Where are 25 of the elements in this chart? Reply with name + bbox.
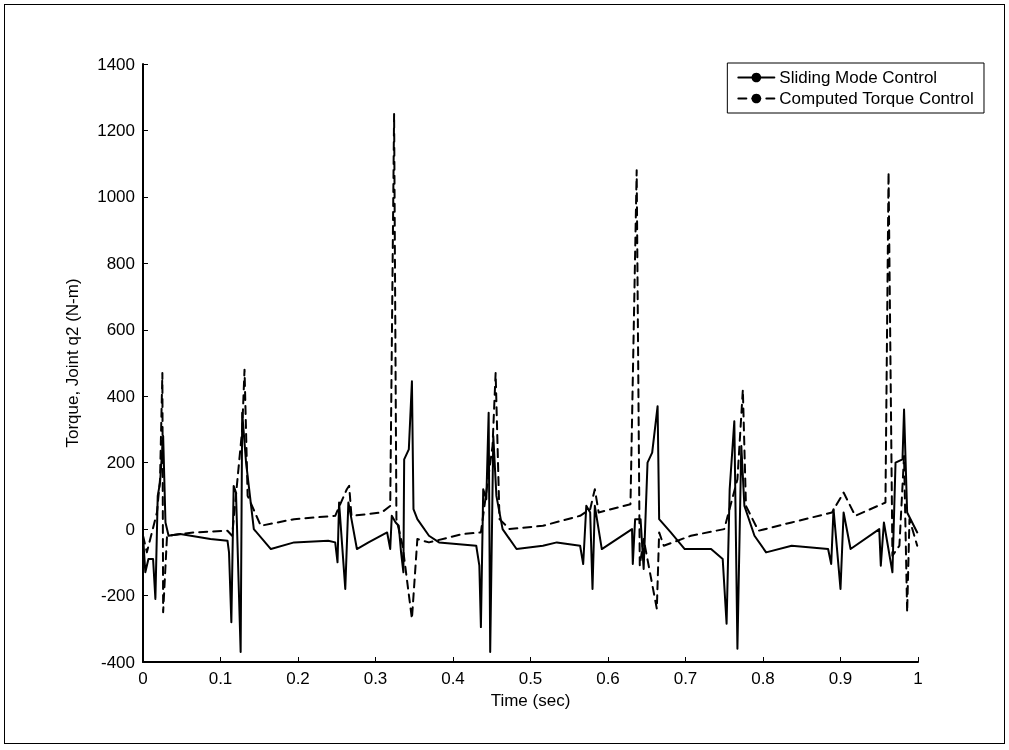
x-tick-label: 0.5 <box>518 669 543 688</box>
x-tick-label: 0.6 <box>596 669 620 688</box>
x-tick-label: 0.4 <box>441 669 465 688</box>
y-tick-label: -200 <box>100 586 135 606</box>
x-tick-label: 0.9 <box>828 669 853 688</box>
legend-label: Sliding Mode Control <box>779 68 938 87</box>
y-tick-label: -400 <box>100 652 135 672</box>
y-tick-label: 600 <box>106 320 135 340</box>
x-tick-label: 0.8 <box>751 669 775 688</box>
x-tick-label: 0 <box>138 669 148 688</box>
y-tick-label: 1200 <box>97 120 135 140</box>
y-tick-label: 200 <box>106 453 135 473</box>
x-tick-label: 0.3 <box>363 669 388 688</box>
y-tick-label: 1000 <box>97 187 135 207</box>
y-tick-label: 800 <box>106 253 135 273</box>
x-tick-label: 0.2 <box>286 669 310 688</box>
x-axis-title: Time (sec) <box>490 690 571 710</box>
y-tick-label: 1400 <box>97 54 135 74</box>
x-tick-label: 1 <box>913 669 923 688</box>
y-axis-title: Torque, Joint q2 (N-m) <box>63 278 82 448</box>
x-tick-label: 0.1 <box>208 669 233 688</box>
legend-label: Computed Torque Control <box>779 89 974 108</box>
x-tick-label: 0.7 <box>673 669 698 688</box>
y-tick-label: 400 <box>106 386 135 406</box>
y-tick-label: 0 <box>125 519 135 539</box>
